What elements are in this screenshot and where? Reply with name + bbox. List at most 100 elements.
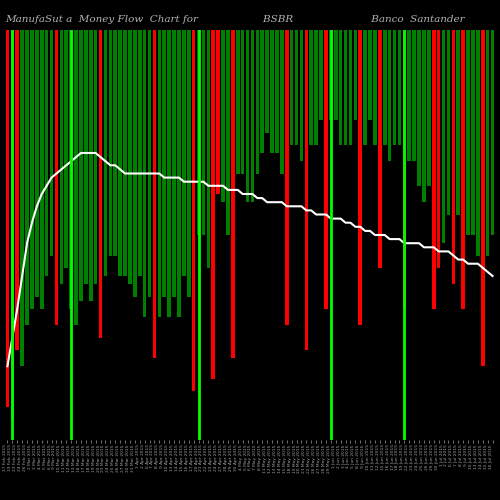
Bar xyxy=(221,30,225,202)
Bar xyxy=(25,30,29,325)
Bar xyxy=(216,30,220,194)
Bar xyxy=(89,30,92,300)
Bar xyxy=(70,30,73,309)
Bar xyxy=(168,30,171,317)
Bar xyxy=(462,30,465,309)
Bar xyxy=(490,30,494,235)
Bar xyxy=(94,30,98,284)
Bar xyxy=(162,30,166,296)
Bar xyxy=(408,30,411,161)
Bar xyxy=(402,30,406,309)
Bar xyxy=(398,30,402,145)
Bar xyxy=(275,30,279,153)
Bar xyxy=(152,30,156,358)
Bar xyxy=(388,30,392,161)
Bar xyxy=(143,30,146,317)
Bar xyxy=(177,30,181,317)
Bar xyxy=(74,30,78,325)
Bar xyxy=(104,30,108,276)
Bar xyxy=(392,30,396,145)
Bar xyxy=(334,30,338,120)
Bar xyxy=(329,30,332,120)
Bar xyxy=(456,30,460,214)
Bar xyxy=(486,30,490,256)
Bar xyxy=(196,30,200,235)
Bar xyxy=(20,30,24,366)
Bar xyxy=(108,30,112,256)
Bar xyxy=(412,30,416,161)
Bar xyxy=(270,30,274,153)
Bar xyxy=(266,30,269,132)
Bar xyxy=(368,30,372,120)
Bar xyxy=(40,30,43,309)
Bar xyxy=(114,30,117,256)
Bar xyxy=(466,30,470,235)
Bar xyxy=(471,30,475,235)
Bar xyxy=(280,30,283,174)
Bar xyxy=(98,30,102,338)
Bar xyxy=(324,30,328,309)
Bar xyxy=(383,30,386,145)
Bar xyxy=(10,30,14,419)
Bar xyxy=(432,30,436,309)
Bar xyxy=(339,30,342,145)
Bar xyxy=(118,30,122,276)
Bar xyxy=(60,30,63,284)
Bar xyxy=(123,30,127,276)
Bar xyxy=(54,30,58,325)
Bar xyxy=(452,30,455,284)
Bar xyxy=(84,30,87,284)
Bar xyxy=(187,30,190,296)
Bar xyxy=(422,30,426,202)
Bar xyxy=(344,30,347,145)
Bar xyxy=(236,30,240,174)
Bar xyxy=(246,30,250,202)
Bar xyxy=(128,30,132,284)
Bar xyxy=(300,30,304,161)
Bar xyxy=(158,30,161,317)
Bar xyxy=(182,30,186,276)
Bar xyxy=(79,30,83,300)
Bar xyxy=(226,30,230,235)
Bar xyxy=(192,30,196,391)
Bar xyxy=(373,30,377,145)
Bar xyxy=(476,30,480,256)
Bar xyxy=(30,30,34,309)
Bar xyxy=(6,30,10,407)
Bar xyxy=(354,30,357,120)
Bar xyxy=(358,30,362,325)
Bar xyxy=(319,30,323,120)
Bar xyxy=(427,30,430,186)
Bar xyxy=(290,30,294,145)
Bar xyxy=(133,30,136,296)
Bar xyxy=(446,30,450,214)
Bar xyxy=(442,30,446,243)
Bar xyxy=(64,30,68,268)
Bar xyxy=(241,30,244,174)
Bar xyxy=(148,30,152,296)
Bar xyxy=(481,30,484,366)
Bar xyxy=(250,30,254,202)
Bar xyxy=(256,30,259,174)
Bar xyxy=(35,30,38,296)
Bar xyxy=(16,30,19,350)
Bar xyxy=(437,30,440,268)
Bar xyxy=(364,30,367,145)
Bar xyxy=(417,30,421,186)
Bar xyxy=(206,30,210,268)
Bar xyxy=(260,30,264,153)
Bar xyxy=(172,30,176,296)
Bar xyxy=(138,30,141,276)
Bar xyxy=(310,30,313,145)
Bar xyxy=(45,30,48,276)
Bar xyxy=(50,30,54,256)
Bar xyxy=(285,30,288,325)
Text: ManufaSut a  Money Flow  Chart for                    BSBR                      : ManufaSut a Money Flow Chart for BSBR xyxy=(5,15,464,24)
Bar xyxy=(314,30,318,145)
Bar xyxy=(304,30,308,350)
Bar xyxy=(231,30,234,358)
Bar xyxy=(212,30,215,379)
Bar xyxy=(294,30,298,145)
Bar xyxy=(202,30,205,235)
Bar xyxy=(378,30,382,268)
